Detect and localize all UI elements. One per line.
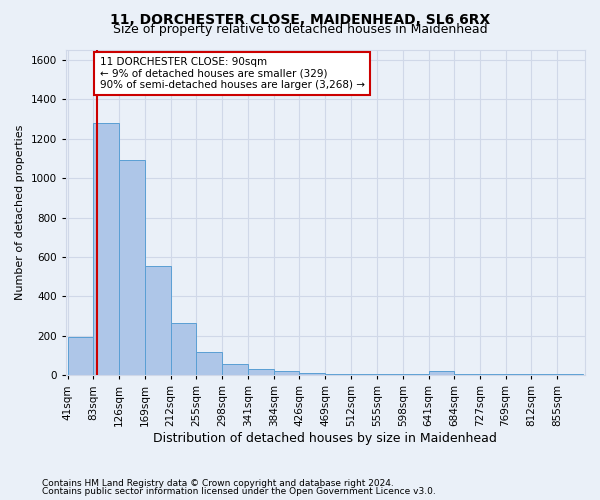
Bar [377, 374, 403, 376]
Bar [351, 374, 377, 376]
Bar [93, 123, 119, 376]
Bar [119, 160, 145, 376]
Bar [170, 323, 196, 376]
Text: Size of property relative to detached houses in Maidenhead: Size of property relative to detached ho… [113, 22, 487, 36]
Bar [481, 374, 506, 376]
Bar [274, 372, 299, 376]
Text: Contains HM Land Registry data © Crown copyright and database right 2024.: Contains HM Land Registry data © Crown c… [42, 478, 394, 488]
Bar [248, 370, 274, 376]
Text: 11 DORCHESTER CLOSE: 90sqm
← 9% of detached houses are smaller (329)
90% of semi: 11 DORCHESTER CLOSE: 90sqm ← 9% of detac… [100, 57, 365, 90]
Bar [506, 374, 532, 376]
Bar [557, 374, 583, 376]
Y-axis label: Number of detached properties: Number of detached properties [15, 125, 25, 300]
Text: 11, DORCHESTER CLOSE, MAIDENHEAD, SL6 6RX: 11, DORCHESTER CLOSE, MAIDENHEAD, SL6 6R… [110, 12, 490, 26]
Bar [532, 374, 557, 376]
Bar [325, 374, 351, 376]
Bar [428, 372, 454, 376]
Text: Contains public sector information licensed under the Open Government Licence v3: Contains public sector information licen… [42, 487, 436, 496]
Bar [222, 364, 248, 376]
X-axis label: Distribution of detached houses by size in Maidenhead: Distribution of detached houses by size … [154, 432, 497, 445]
Bar [299, 374, 325, 376]
Bar [196, 352, 222, 376]
Bar [403, 374, 428, 376]
Bar [454, 374, 481, 376]
Bar [68, 337, 93, 376]
Bar [145, 266, 170, 376]
